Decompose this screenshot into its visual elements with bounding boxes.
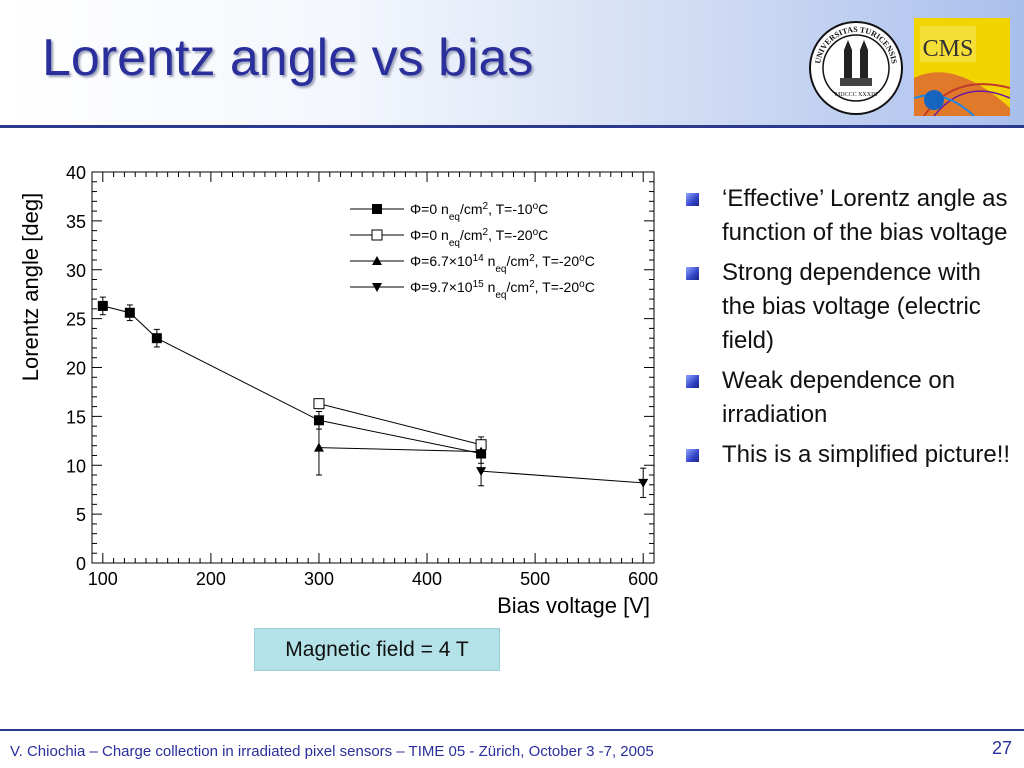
legend-entry: Φ=9.7×1015 neq/cm2, T=-20oC [410,279,595,301]
legend-text-part: C [538,227,548,243]
x-tick-label: 100 [88,569,118,589]
bullet-text: ‘Effective’ Lorentz angle as function of… [722,185,1008,246]
legend-text-part: 14 [473,253,485,264]
page-number: 27 [992,738,1013,758]
legend-entry: Φ=6.7×1014 neq/cm2, T=-20oC [410,253,595,275]
series-line [318,403,482,446]
legend-text-part: eq [495,264,506,275]
y-axis-label: Lorentz angle [deg] [18,193,43,381]
legend-marker [371,229,383,241]
legend-text-part: /cm [460,201,483,217]
legend-text-part: o [533,227,539,238]
data-point [313,398,325,410]
legend-text-part: o [579,279,585,290]
y-tick-label: 35 [66,212,86,232]
bullet-text: Strong dependence with the bias voltage … [722,259,981,354]
legend-text-part: , T=-20 [535,279,580,295]
legend-text-part: eq [449,238,460,249]
legend-box [344,191,640,303]
data-point [151,333,162,344]
series-line [318,447,482,453]
bullet-item: ‘Effective’ Lorentz angle as function of… [686,182,1016,250]
legend-text-part: Φ=0 n [410,227,449,243]
svg-text:CMS: CMS [923,36,974,62]
header-rule [0,125,1024,128]
svg-text:MDCCC XXXIII: MDCCC XXXIII [835,92,877,98]
data-point [476,467,487,477]
legend-text-part: Φ=6.7×10 [410,253,473,269]
legend-text-part: 15 [473,279,485,290]
bullet-square-icon [686,375,699,388]
x-axis-label: Bias voltage [V] [497,593,650,618]
legend-text-part: n [484,279,496,295]
x-tick-label: 600 [628,569,658,589]
magnetic-field-annotation: Magnetic field = 4 T [254,628,500,671]
footer-rule [0,729,1024,731]
y-tick-label: 20 [66,359,86,379]
legend-text-part: n [484,253,496,269]
legend-text-part: o [533,201,539,212]
bullet-item: This is a simplified picture!! [686,438,1016,472]
y-tick-label: 10 [66,456,86,476]
legend-text-part: eq [449,212,460,223]
legend-text-part: C [585,253,595,269]
series-line [481,470,644,484]
legend-text-part: Φ=0 n [410,201,449,217]
y-tick-label: 25 [66,310,86,330]
legend-text-part: Φ=9.7×10 [410,279,473,295]
legend-text-part: /cm [460,227,483,243]
legend-entry: Φ=0 neq/cm2, T=-20oC [410,227,548,249]
y-tick-label: 0 [76,554,86,574]
legend-text-part: C [585,279,595,295]
university-seal-logo: UNIVERSITAS TURICENSIS MDCCC XXXIII [809,21,903,115]
bullet-item: Strong dependence with the bias voltage … [686,256,1016,358]
legend-entry: Φ=0 neq/cm2, T=-10oC [410,201,548,223]
legend-text-part: , T=-20 [488,227,533,243]
bullet-text: Weak dependence on irradiation [722,367,956,428]
y-tick-label: 40 [66,163,86,183]
legend-text-part: , T=-20 [535,253,580,269]
data-point [124,307,135,318]
legend-text-part: eq [495,290,506,301]
y-tick-label: 30 [66,261,86,281]
legend-text-part: C [538,201,548,217]
y-tick-label: 15 [66,407,86,427]
data-point [638,478,649,488]
legend-text-part: 2 [529,279,535,290]
legend-text-part: 2 [483,201,489,212]
legend-text-part: o [579,253,585,264]
legend-text-part: 2 [529,253,535,264]
cms-logo: CMS [914,18,1010,116]
x-tick-label: 400 [412,569,442,589]
legend-marker [372,256,382,265]
data-point [313,442,324,452]
slide-title: Lorentz angle vs bias [42,29,534,87]
y-tick-label: 5 [76,505,86,525]
bullet-square-icon [686,193,699,206]
data-point [476,446,487,456]
x-tick-label: 200 [196,569,226,589]
bullet-item: Weak dependence on irradiation [686,364,1016,432]
legend-text-part: /cm [507,253,530,269]
lorentz-angle-chart: 0 5 10 15 20 25 30 35 40 100 200 300 400 500 600 Φ=0 n… [0,145,680,635]
x-tick-label: 500 [520,569,550,589]
footer-text: V. Chiochia – Charge collection in irrad… [10,743,654,760]
bullet-square-icon [686,449,699,462]
data-point [97,300,108,311]
legend-marker [372,204,382,214]
bullet-list: ‘Effective’ Lorentz angle as function of… [686,182,1016,478]
x-tick-label: 300 [304,569,334,589]
legend-text-part: 2 [483,227,489,238]
chart-svg: 0 5 10 15 20 25 30 35 40 100 200 300 400 500 600 Φ=0 n… [18,163,658,618]
legend-text-part: /cm [507,279,530,295]
legend-text-part: , T=-10 [488,201,533,217]
bullet-text: This is a simplified picture!! [722,441,1011,468]
bullet-square-icon [686,267,699,280]
legend-marker [372,283,382,292]
